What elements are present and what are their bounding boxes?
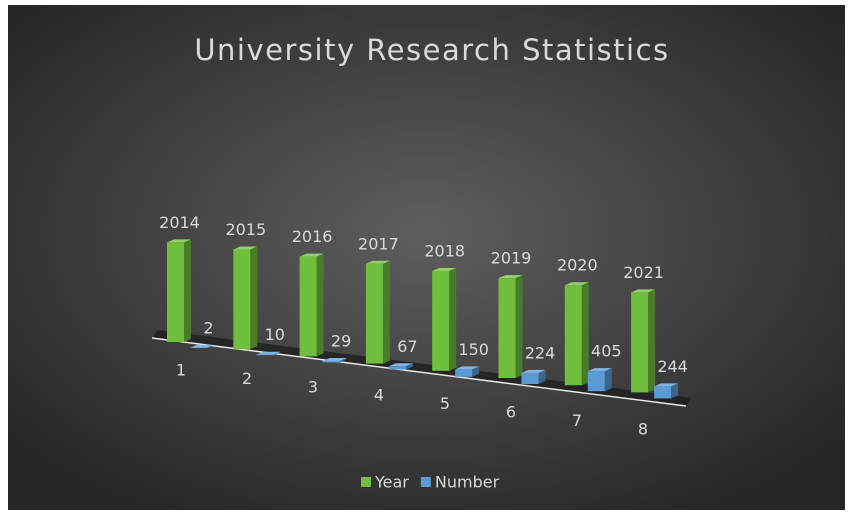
data-label: 2014 bbox=[159, 213, 200, 232]
legend-swatch bbox=[420, 477, 431, 487]
bar-face bbox=[207, 344, 214, 348]
bar-face bbox=[631, 292, 649, 393]
bar bbox=[564, 282, 589, 386]
bar-face bbox=[455, 366, 480, 370]
bar bbox=[521, 369, 546, 384]
bar-face bbox=[648, 289, 656, 393]
bar-face bbox=[631, 289, 656, 293]
bar-face bbox=[322, 360, 340, 363]
bar-face bbox=[233, 246, 258, 250]
chart-background bbox=[8, 5, 845, 510]
data-label: 224 bbox=[525, 343, 556, 362]
floor bbox=[152, 330, 692, 406]
bar-face bbox=[654, 386, 672, 399]
bar-face bbox=[515, 275, 523, 378]
bar-face bbox=[299, 253, 324, 257]
bar-face bbox=[299, 256, 317, 357]
bar bbox=[455, 366, 480, 377]
data-label: 2018 bbox=[424, 241, 465, 260]
bar bbox=[498, 275, 523, 378]
bar-face bbox=[250, 246, 258, 350]
bar bbox=[587, 368, 612, 392]
bar bbox=[365, 260, 390, 364]
data-label: 2016 bbox=[292, 227, 333, 246]
bar-face bbox=[256, 351, 281, 355]
bar-face bbox=[167, 242, 184, 342]
bar-face bbox=[587, 371, 605, 392]
bar-face bbox=[538, 369, 546, 384]
x-tick-label: 5 bbox=[440, 394, 450, 413]
bar bbox=[233, 246, 258, 350]
bar bbox=[432, 267, 457, 371]
data-label: 29 bbox=[331, 331, 351, 350]
data-label: 244 bbox=[657, 357, 688, 376]
bar-face bbox=[604, 368, 612, 392]
bar-face bbox=[498, 278, 516, 378]
bar-face bbox=[322, 357, 347, 361]
bar-face bbox=[432, 270, 450, 371]
bar-face bbox=[521, 372, 539, 384]
bar bbox=[190, 344, 214, 348]
bar-face bbox=[365, 260, 390, 264]
axis-line bbox=[151, 337, 687, 407]
x-tick-label: 8 bbox=[638, 419, 648, 438]
bar-face bbox=[671, 383, 679, 399]
data-label: 2020 bbox=[557, 256, 598, 275]
legend-label: Number bbox=[435, 473, 500, 492]
bar bbox=[256, 351, 281, 356]
data-label: 67 bbox=[397, 337, 417, 356]
bar-face bbox=[388, 363, 413, 367]
bar-face bbox=[521, 369, 546, 373]
bar-face bbox=[587, 368, 612, 372]
bar-face bbox=[405, 363, 413, 370]
legend-label: Year bbox=[374, 473, 409, 492]
data-label: 2019 bbox=[491, 249, 532, 268]
bar bbox=[654, 383, 679, 399]
bar bbox=[322, 357, 347, 363]
x-tick-label: 7 bbox=[572, 411, 582, 430]
x-tick-label: 3 bbox=[308, 377, 318, 396]
data-label: 150 bbox=[458, 340, 489, 359]
x-tick-label: 4 bbox=[374, 386, 384, 405]
bar-face bbox=[167, 239, 191, 243]
bar-face bbox=[233, 249, 251, 350]
bar-face bbox=[564, 285, 582, 386]
bar-face bbox=[581, 282, 589, 386]
bar-face bbox=[184, 239, 191, 342]
bar-face bbox=[432, 267, 457, 271]
bar bbox=[388, 363, 413, 370]
bar bbox=[631, 289, 656, 393]
bar-face bbox=[564, 282, 589, 286]
data-label: 2021 bbox=[623, 263, 664, 282]
bar-face bbox=[455, 369, 473, 377]
bar-face bbox=[498, 275, 523, 279]
bar-face bbox=[449, 267, 457, 371]
x-tick-label: 2 bbox=[242, 369, 252, 388]
legend-swatch bbox=[361, 477, 371, 487]
data-label: 405 bbox=[591, 342, 622, 361]
bar-face bbox=[316, 253, 324, 357]
bar-face bbox=[273, 351, 281, 356]
chart-title: University Research Statistics bbox=[194, 33, 669, 67]
x-tick-label: 1 bbox=[176, 361, 186, 380]
data-label: 10 bbox=[265, 325, 285, 344]
x-tick-label: 6 bbox=[506, 403, 516, 422]
bar-face bbox=[382, 260, 390, 364]
bar-face bbox=[339, 357, 347, 363]
bar bbox=[167, 239, 191, 342]
bar-face bbox=[472, 366, 480, 377]
bar-face bbox=[388, 366, 406, 370]
bar-face bbox=[190, 344, 214, 348]
data-label: 2 bbox=[203, 318, 213, 337]
data-label: 2017 bbox=[358, 234, 399, 253]
data-label: 2015 bbox=[225, 220, 266, 239]
bar-face bbox=[654, 383, 679, 387]
bar-face bbox=[365, 263, 383, 364]
bar bbox=[299, 253, 324, 357]
